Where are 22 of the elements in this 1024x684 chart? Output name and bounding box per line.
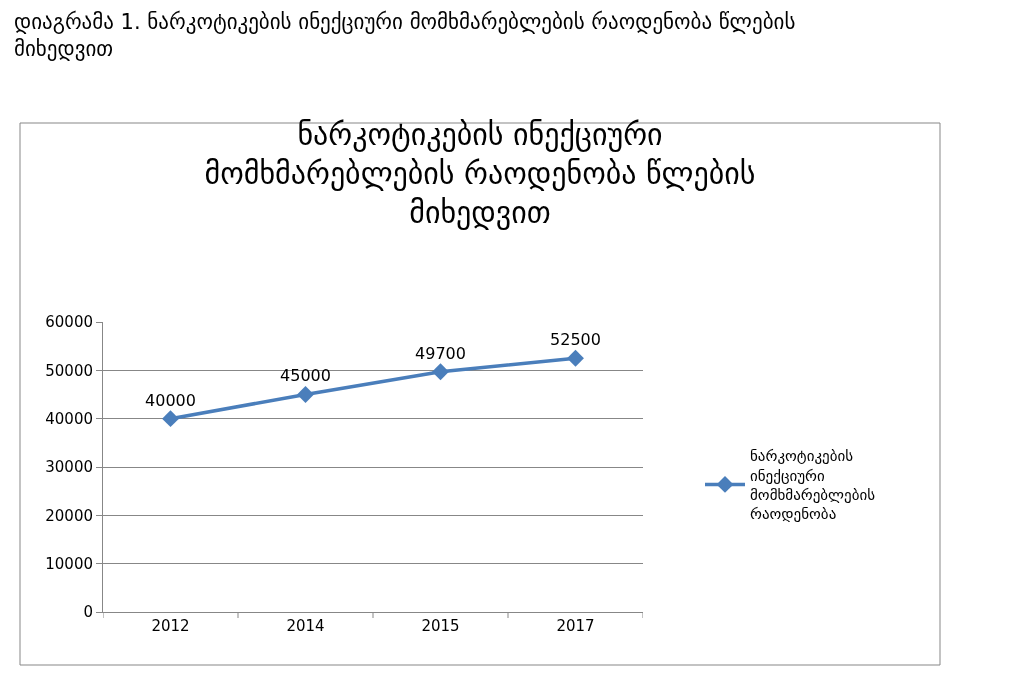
y-tick-label: 20000	[45, 506, 93, 525]
data-label: 40000	[145, 390, 196, 410]
y-tick-label: 40000	[45, 409, 93, 428]
y-tick-label: 0	[83, 603, 93, 622]
data-label: 52500	[550, 330, 601, 350]
x-tick-label: 2015	[421, 617, 460, 635]
point	[297, 386, 314, 403]
point	[432, 363, 449, 381]
x-tick-label: 2017	[556, 617, 595, 635]
chart-title: ნარკოტიკების ინექციური მომხმარებლების რაოდენობა წლების მიხედვით	[204, 117, 756, 230]
data-label: 49700	[415, 343, 466, 363]
data-label: 45000	[280, 366, 331, 386]
y-tick-label: 50000	[45, 361, 93, 380]
y-tick-label: 10000	[45, 554, 93, 573]
x-tick-label: 2014	[286, 617, 325, 635]
y-tick-label: 60000	[45, 313, 93, 332]
point	[162, 410, 179, 428]
legend-label: ნარკოტიკების ინექციური მომხმარებლების რაოდენობა	[750, 447, 876, 524]
x-tick-label: 2012	[151, 617, 190, 635]
point	[567, 349, 584, 367]
y-tick-label: 30000	[45, 458, 93, 477]
text: დიაგრამა 1. ნარკოტიკების ინექციური მომხმარებლების რაოდენობა წლების მიხედვით	[14, 10, 796, 62]
